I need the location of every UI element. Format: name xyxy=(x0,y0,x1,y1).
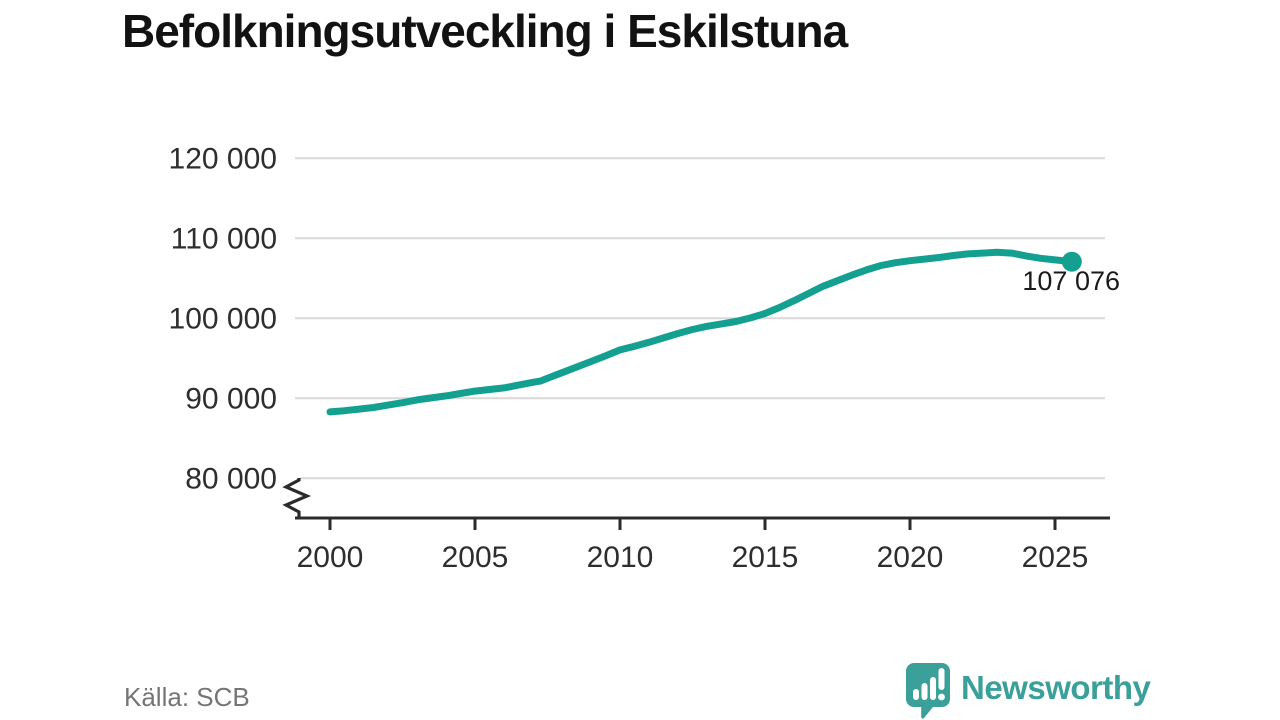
newsworthy-wordmark: Newsworthy xyxy=(961,669,1151,706)
y-axis-labels: 120 000 110 000 100 000 90 000 80 000 xyxy=(169,142,277,495)
y-tick-label: 80 000 xyxy=(185,462,277,495)
population-line xyxy=(326,248,1076,416)
x-tick-label: 2000 xyxy=(297,541,364,574)
y-axis-break-zigzag xyxy=(282,478,312,518)
y-tick-label: 90 000 xyxy=(185,382,277,415)
y-tick-label: 100 000 xyxy=(169,302,277,335)
x-tick-label: 2025 xyxy=(1022,541,1089,574)
source-caption: Källa: SCB xyxy=(124,682,250,712)
x-tick-label: 2015 xyxy=(732,541,799,574)
last-value-label: 107 076 xyxy=(1022,266,1120,296)
chart-title: Befolkningsutveckling i Eskilstuna xyxy=(122,5,848,57)
y-tick-label: 110 000 xyxy=(171,222,277,255)
x-tick-label: 2020 xyxy=(877,541,944,574)
x-tick-label: 2010 xyxy=(587,541,654,574)
newsworthy-logo-icon xyxy=(906,663,950,719)
newsworthy-logo: Newsworthy xyxy=(902,660,1162,720)
gridlines xyxy=(295,157,1105,480)
x-tick-label: 2005 xyxy=(442,541,509,574)
y-tick-label: 120 000 xyxy=(169,142,277,175)
last-point-marker xyxy=(1061,251,1082,272)
x-axis: 2000 2005 2010 2015 2020 2025 xyxy=(295,516,1110,574)
